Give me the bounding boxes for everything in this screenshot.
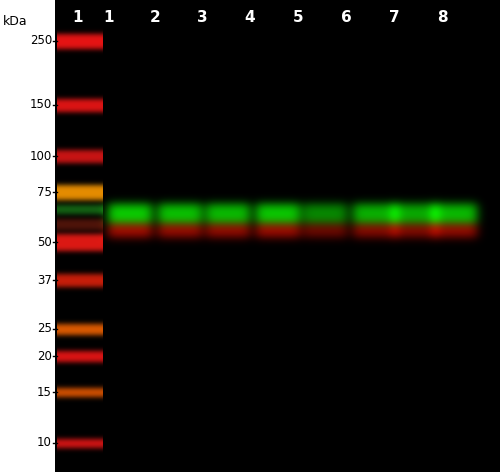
Text: 100: 100 bbox=[30, 150, 52, 162]
Text: 8: 8 bbox=[436, 10, 448, 25]
Text: 37: 37 bbox=[37, 273, 52, 287]
Text: 20: 20 bbox=[37, 349, 52, 362]
Text: 2: 2 bbox=[150, 10, 160, 25]
Text: 1: 1 bbox=[104, 10, 114, 25]
Text: 150: 150 bbox=[30, 99, 52, 111]
Text: 6: 6 bbox=[340, 10, 351, 25]
Text: 25: 25 bbox=[37, 322, 52, 336]
Text: 75: 75 bbox=[37, 185, 52, 199]
Text: 10: 10 bbox=[37, 437, 52, 449]
Text: 50: 50 bbox=[37, 236, 52, 248]
Text: kDa: kDa bbox=[3, 15, 28, 28]
Text: 1: 1 bbox=[73, 10, 83, 25]
Text: 4: 4 bbox=[244, 10, 256, 25]
Text: 5: 5 bbox=[292, 10, 304, 25]
Text: 3: 3 bbox=[196, 10, 207, 25]
Text: 7: 7 bbox=[388, 10, 400, 25]
Text: 250: 250 bbox=[30, 34, 52, 48]
Text: 15: 15 bbox=[37, 386, 52, 398]
